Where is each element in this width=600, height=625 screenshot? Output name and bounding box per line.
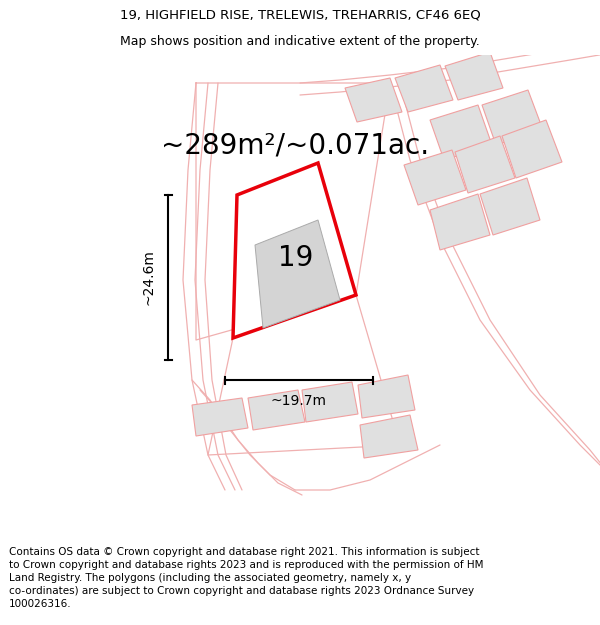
Polygon shape — [255, 220, 340, 328]
Text: Contains OS data © Crown copyright and database right 2021. This information is : Contains OS data © Crown copyright and d… — [9, 547, 484, 609]
Text: 19: 19 — [278, 244, 314, 272]
Text: ~19.7m: ~19.7m — [271, 394, 327, 408]
Text: ~289m²/~0.071ac.: ~289m²/~0.071ac. — [161, 131, 429, 159]
Polygon shape — [502, 120, 562, 178]
Polygon shape — [430, 105, 492, 160]
Text: Map shows position and indicative extent of the property.: Map shows position and indicative extent… — [120, 35, 480, 48]
Polygon shape — [482, 90, 543, 145]
Text: ~24.6m: ~24.6m — [142, 249, 156, 306]
Polygon shape — [404, 150, 466, 205]
Polygon shape — [345, 78, 402, 122]
Polygon shape — [480, 178, 540, 235]
Polygon shape — [360, 415, 418, 458]
Polygon shape — [192, 398, 248, 436]
Polygon shape — [233, 163, 356, 338]
Polygon shape — [445, 52, 503, 100]
Polygon shape — [302, 382, 358, 422]
Polygon shape — [248, 390, 305, 430]
Polygon shape — [455, 136, 515, 193]
Text: 19, HIGHFIELD RISE, TRELEWIS, TREHARRIS, CF46 6EQ: 19, HIGHFIELD RISE, TRELEWIS, TREHARRIS,… — [119, 9, 481, 22]
Polygon shape — [430, 194, 490, 250]
Polygon shape — [395, 65, 453, 112]
Polygon shape — [358, 375, 415, 418]
